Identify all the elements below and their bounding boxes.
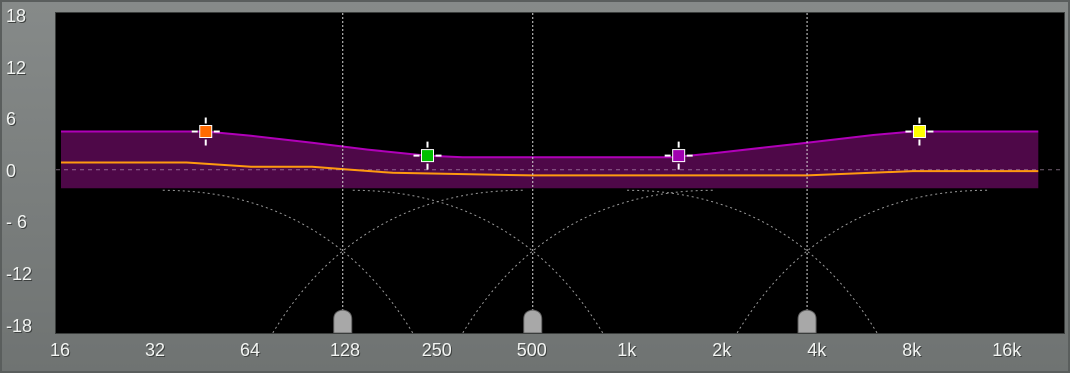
crossover-lowpass-curve [162, 189, 414, 333]
band-handle-orange[interactable] [199, 125, 213, 139]
eq-graph[interactable] [55, 12, 1065, 334]
y-tick-label: 6 [6, 109, 17, 130]
crossover-highpass-curve [272, 189, 523, 333]
band-handle-green[interactable] [421, 149, 435, 163]
x-tick-label: 64 [239, 340, 261, 360]
crossover-highpass-curve [736, 189, 988, 333]
x-tick-label: 16k [992, 340, 1022, 360]
y-tick-label: -12 [6, 264, 33, 284]
crossover-highpass-curve [462, 189, 713, 333]
x-tick-label: 32 [144, 340, 166, 360]
band-handle-purple[interactable] [672, 149, 686, 163]
x-tick-label: 8k [902, 340, 922, 360]
crossover-handle[interactable] [333, 309, 353, 333]
x-tick-label: 1k [617, 340, 637, 360]
response-curve [61, 161, 1039, 177]
y-tick-label: -18 [6, 315, 33, 336]
x-tick-label: 2k [712, 340, 732, 360]
y-tick-label: 0 [6, 160, 17, 181]
upper-envelope-line [61, 130, 1039, 159]
envelope-area [61, 131, 1039, 189]
crossover-handle[interactable] [797, 309, 817, 333]
crossover-handle[interactable] [523, 309, 543, 333]
band-handle-yellow[interactable] [912, 125, 926, 139]
y-tick-label: - 6 [6, 212, 28, 233]
x-tick-label: 4k [807, 340, 827, 360]
crossover-lowpass-curve [352, 189, 604, 333]
eq-graph-svg [56, 13, 1064, 333]
x-tick-label: 128 [329, 340, 361, 360]
y-tick-label: 18 [6, 6, 27, 26]
crossover-lowpass-curve [627, 189, 878, 333]
x-tick-label: 500 [516, 340, 547, 360]
y-tick-label: 12 [6, 57, 27, 78]
x-tick-label: 250 [421, 340, 452, 360]
x-tick-label: 16 [49, 340, 71, 360]
